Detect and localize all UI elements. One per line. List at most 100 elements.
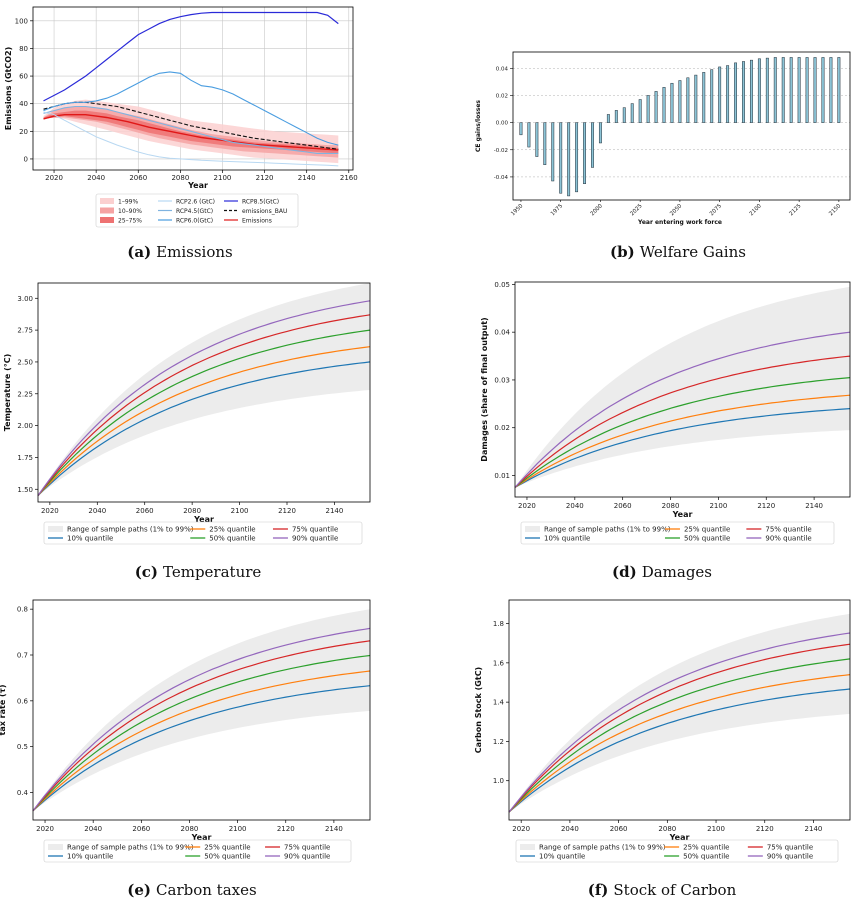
y-tick-label: 0.02 [494,424,510,432]
legend-swatch-band [525,526,540,532]
welfare-bar [606,114,610,123]
legend-label: Range of sample paths (1% to 99%) [67,526,194,534]
x-tick-label: 2040 [88,507,106,515]
legend-label: 10% quantile [67,853,113,861]
legend-swatch-band [100,217,114,223]
y-tick-label: 0.00 [496,121,509,127]
legend: Range of sample paths (1% to 99%)10% qua… [515,839,839,863]
x-axis-label: Year entering work force [637,219,722,226]
y-tick-label: 60 [19,73,28,81]
x-tick-label: 2075 [709,203,723,217]
legend-label: 25% quantile [683,844,729,852]
x-tick-label: 2020 [512,825,530,833]
caption-c: (c) Temperature [135,563,262,581]
caption-b-text: Welfare Gains [640,243,746,261]
quantile-line-1 [37,361,371,497]
x-tick-label: 2040 [87,174,105,182]
plot-frame [514,281,851,498]
welfare-bar [773,57,777,123]
caption-d-text: Damages [642,563,712,581]
caption-c-text: Temperature [163,563,261,581]
y-tick-label: 0.03 [494,376,510,384]
x-tick-label: 2020 [36,825,54,833]
legend-label: 90% quantile [292,535,338,543]
welfare-bar [543,122,547,165]
y-tick-label: 40 [19,100,28,108]
sample-range-band [509,613,850,813]
plot-frame [508,599,851,821]
x-tick-label: 1950 [510,203,524,217]
sample-range-band [33,609,370,811]
y-tick-label: 80 [19,45,28,53]
x-tick-label: 2140 [805,825,823,833]
y-tick-label: 2.00 [17,422,33,430]
legend-label: 90% quantile [767,853,813,861]
quantile-line-4 [37,314,371,496]
legend-label: Range of sample paths (1% to 99%) [544,526,671,534]
y-tick-label: 0.7 [17,652,28,660]
legend-label: 25% quantile [204,844,250,852]
x-axis-label: Year [191,833,212,842]
quantile-line-2 [37,346,371,497]
legend-label: 10% quantile [539,853,585,861]
legend-swatch-band [100,207,114,214]
legend-label: 75% quantile [767,844,813,852]
x-tick-label: 2100 [231,507,249,515]
x-tick-label: 2100 [709,502,727,510]
x-tick-label: 2060 [132,825,150,833]
welfare-bar [805,57,809,123]
welfare-bar [686,77,690,123]
caption-e-text: Carbon taxes [156,881,257,899]
y-tick-label: 3.00 [17,295,33,303]
quantile-line-4 [514,355,851,488]
x-tick-label: 2120 [756,825,774,833]
welfare-bar [519,122,523,136]
y-tick-label: 2.75 [17,327,33,335]
caption-d: (d) Damages [612,563,712,581]
quantile-line-2 [514,394,851,488]
welfare-bar [742,61,745,123]
quantile-line-3 [508,658,851,813]
y-tick-label: 1.2 [493,738,504,746]
legend-swatch-band [100,198,114,204]
temperature-chart: 2020 2040 2060 2080 2100 2120 2140 1.50 1.75 2.00… [3,282,371,545]
quantile-line-3 [32,654,371,812]
welfare-bar [591,122,594,168]
caption-f-text: Stock of Carbon [613,881,736,899]
series-line-1 [43,101,339,150]
legend-label: 50% quantile [684,535,730,543]
quantile-line-4 [508,643,851,813]
x-tick-label: 2100 [214,174,232,182]
caption-c-letter: (c) [135,563,158,581]
x-tick-label: 2040 [561,825,579,833]
quantile-line-2 [32,670,371,812]
welfare-bar [527,122,531,148]
x-axis-label: Year [672,510,693,519]
legend-box [95,193,299,228]
welfare-bar [734,62,737,123]
x-tick-label: 2140 [326,507,344,515]
caption-f-letter: (f) [588,881,609,899]
legend-label: Range of sample paths (1% to 99%) [539,844,666,852]
welfare-bar [710,69,714,123]
quantile-line-5 [514,331,851,488]
welfare-bar [646,95,650,123]
y-tick-label: 0.04 [494,329,510,337]
damages-chart: 2020 2040 2060 2080 2100 2120 2140 0.01 0.02 0.03… [480,281,851,545]
x-tick-label: 2140 [325,825,343,833]
band-25-75 [43,110,339,154]
y-axis-label: CE gains/losses [475,100,482,152]
legend-label: RCP8.5(GtC) [242,199,279,206]
welfare-bar [789,57,793,123]
x-tick-label: 2020 [41,507,59,515]
caption-a-letter: (a) [127,243,151,261]
legend-label: 25–75% [118,218,142,225]
welfare-bar [702,72,706,123]
welfare-bar [559,122,563,194]
legend-label: 25% quantile [684,526,730,534]
y-tick-label: 1.0 [493,777,504,785]
caption-b: (b) Welfare Gains [610,243,746,261]
welfare-bar [829,57,833,123]
caption-b-letter: (b) [610,243,635,261]
x-tick-label: 2060 [610,825,628,833]
